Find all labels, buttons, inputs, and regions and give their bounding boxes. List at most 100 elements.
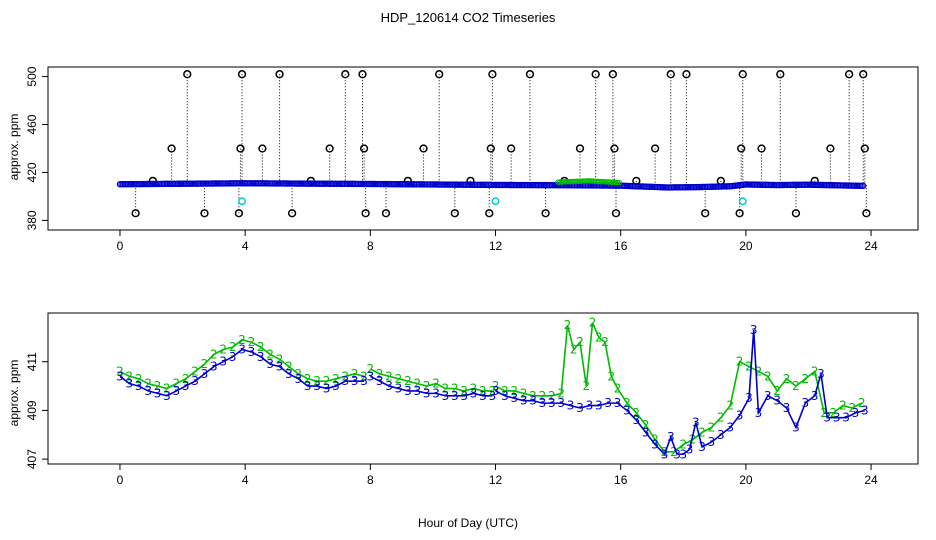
series-point-label: 3 [861,403,869,417]
series-point-label: 2 [135,372,143,386]
series-line [369,368,493,392]
series-point-label: 3 [557,396,565,410]
series-point-label: 3 [750,323,758,337]
series-point-label: 2 [451,382,459,396]
series-point-label: 2 [820,406,828,420]
series-point-label: 2 [564,318,572,332]
series-point-label: 3 [182,379,190,393]
series-point-label: 3 [717,428,725,442]
series-line [369,375,493,397]
series-point-label: 3 [489,389,497,403]
series-point-label: 3 [842,411,850,425]
series-point-label: 2 [726,399,734,413]
top-panel: 0 4 8 12 16 20 24 380 420 460 500 [25,66,919,253]
series-point-label: 3 [341,374,349,388]
series-point-label: 2 [529,389,537,403]
flag-point [488,70,497,79]
series-point-label: 2 [717,411,725,425]
series-point-label: 2 [360,369,368,383]
series-point-label: 3 [539,396,547,410]
flag-point [485,209,494,218]
series-point-label: 3 [520,394,528,408]
x-tick-label: 0 [117,473,124,487]
flag-point [575,144,585,153]
series-point-label: 3 [595,399,603,413]
flag-point [234,209,244,218]
x-tick-label: 12 [489,239,503,253]
series-point-label: 2 [783,372,791,386]
bottom-y-axis-label: approx. ppm [7,360,21,427]
series-point-label: 2 [623,396,631,410]
series-point-label: 3 [679,447,687,461]
series-point-label: 3 [802,396,810,410]
series-point-label: 3 [586,399,594,413]
series-point-label: 2 [285,360,293,374]
plot-frame [47,66,919,231]
series-point-label: 3 [413,384,421,398]
series-point-label: 3 [651,438,659,452]
overlay-point [616,179,622,186]
series-point-label: 2 [163,382,171,396]
series-point-label: 3 [172,384,180,398]
series-point-label: 2 [661,445,669,459]
flag-point [258,144,267,153]
series-point-label: 3 [238,343,246,357]
series-point-label: 2 [367,362,375,376]
series-point-label: 2 [764,369,772,383]
series-point-label: 3 [698,440,706,454]
flag-point [859,70,868,79]
series-line [495,329,865,456]
series-point-label: 2 [607,369,615,383]
series-point-label: 3 [811,389,819,403]
series-point-label: 2 [404,374,412,388]
series-point-label: 2 [229,340,237,354]
x-tick-label: 12 [489,473,503,487]
flag-point [611,209,621,218]
series-point-label: 3 [823,411,831,425]
series-point-label: 2 [830,406,838,420]
series-point-label: 3 [623,403,631,417]
flag-point [666,70,675,79]
series-point-label: 2 [413,377,421,391]
flag-point [735,209,744,218]
flag-point [361,209,370,218]
y-tick-label: 407 [25,449,39,469]
cal-point [738,197,747,206]
series-point-label: 2 [548,389,556,403]
series-point-label: 3 [367,369,375,383]
series-point-label: 2 [295,367,303,381]
flag-point [650,144,660,153]
series-point-label: 2 [376,367,384,381]
series-point-label: 2 [423,379,431,393]
series-point-label: 2 [248,335,256,349]
series-point-label: 3 [783,401,791,415]
series-point-label: 3 [442,389,450,403]
flag-point [358,70,367,79]
plot-frame [47,312,919,465]
x-tick-label: 16 [614,239,628,253]
series-point-label: 3 [154,386,162,400]
series-point-label: 2 [492,379,500,393]
series-point-label: 2 [332,372,340,386]
flag-point [826,144,835,153]
series-point-label: 2 [144,377,152,391]
x-tick-label: 4 [242,239,249,253]
series-point-label: 2 [670,445,678,459]
series-point-label: 3 [667,430,675,444]
series-point-label: 3 [792,420,800,434]
series-point-label: 3 [673,447,681,461]
x-tick-label: 20 [739,473,753,487]
flag-point [341,70,350,79]
series-point-label: 2 [385,369,393,383]
series-point-label: 2 [191,364,199,378]
flag-point [525,70,535,79]
series-point-label: 3 [376,374,384,388]
flag-point [682,70,691,79]
series-point-label: 3 [501,389,509,403]
series-point-label: 2 [708,420,716,434]
series-point-label: 2 [589,316,597,330]
series-point-label: 2 [848,401,856,415]
cal-point [238,197,246,206]
series-point-label: 3 [229,350,237,364]
series-point-label: 3 [852,406,860,420]
